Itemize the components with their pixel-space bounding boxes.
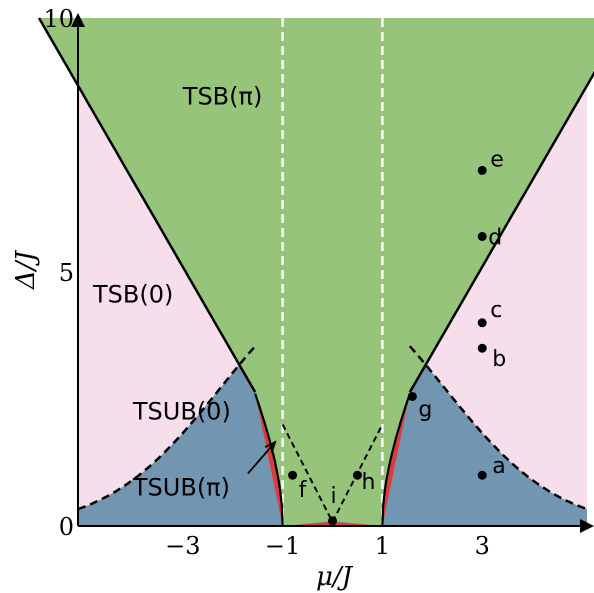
y-tick-label: 5 [59,259,74,287]
point-e [477,165,487,175]
point-label-c: c [490,298,502,323]
point-d [477,231,487,241]
y-axis-label: Δ/J [11,249,41,290]
arrow-head-icon [264,440,277,453]
y-tick-label: 10 [43,5,74,33]
axes [71,13,594,533]
point-label-e: e [490,147,504,172]
x-ticks: −3 −1 1 3 [165,532,490,560]
point-label-i: i [331,484,337,509]
point-label-b: b [492,347,506,372]
point-label-g: g [418,397,432,422]
region-label-tsb-pi: TSB(π) [182,82,263,110]
boundary-inner-left [254,393,284,527]
y-ticks: 0 5 10 [43,5,74,541]
plot-area [37,17,594,527]
point-c [477,318,487,328]
x-tick-label: −3 [165,532,200,560]
y-axis-arrow-icon [71,13,85,27]
region-label-tsub-pi: TSUB(π) [132,474,230,502]
point-b [477,343,487,353]
point-label-f: f [299,478,308,503]
boundary-dashed [77,345,588,511]
point-label-d: d [488,225,502,250]
boundary-inner-dashed-left [281,423,334,523]
region-tsub-pi-left [255,393,333,526]
region-label-tsb-0: TSB(0) [92,280,173,308]
point-label-h: h [361,470,375,495]
point-i [328,516,337,526]
boundary-inner-right [381,393,411,527]
point-label-a: a [492,454,505,479]
point-f [288,470,298,480]
point-g [407,391,417,401]
x-tick-label: 1 [375,532,390,560]
region-tsb-pi [39,18,594,526]
region-tsub-pi-right [332,393,410,526]
region-labels: TSB(π) TSB(0) TSUB(0) TSUB(π) [92,82,277,502]
guide-lines [281,18,384,526]
point-a [477,470,487,480]
boundary-v-right [408,70,594,393]
y-tick-label: 0 [59,513,74,541]
x-tick-label: 3 [475,532,490,560]
x-axis-arrow-icon [580,519,594,533]
x-tick-label: −1 [265,532,300,560]
x-axis-label: μ/J [316,562,354,592]
boundary-v-left [37,17,257,393]
point-h [352,470,362,480]
data-points: a bc d e f g hi [288,147,506,526]
region-label-tsub-0: TSUB(0) [132,397,231,425]
arrow-line [247,441,276,475]
